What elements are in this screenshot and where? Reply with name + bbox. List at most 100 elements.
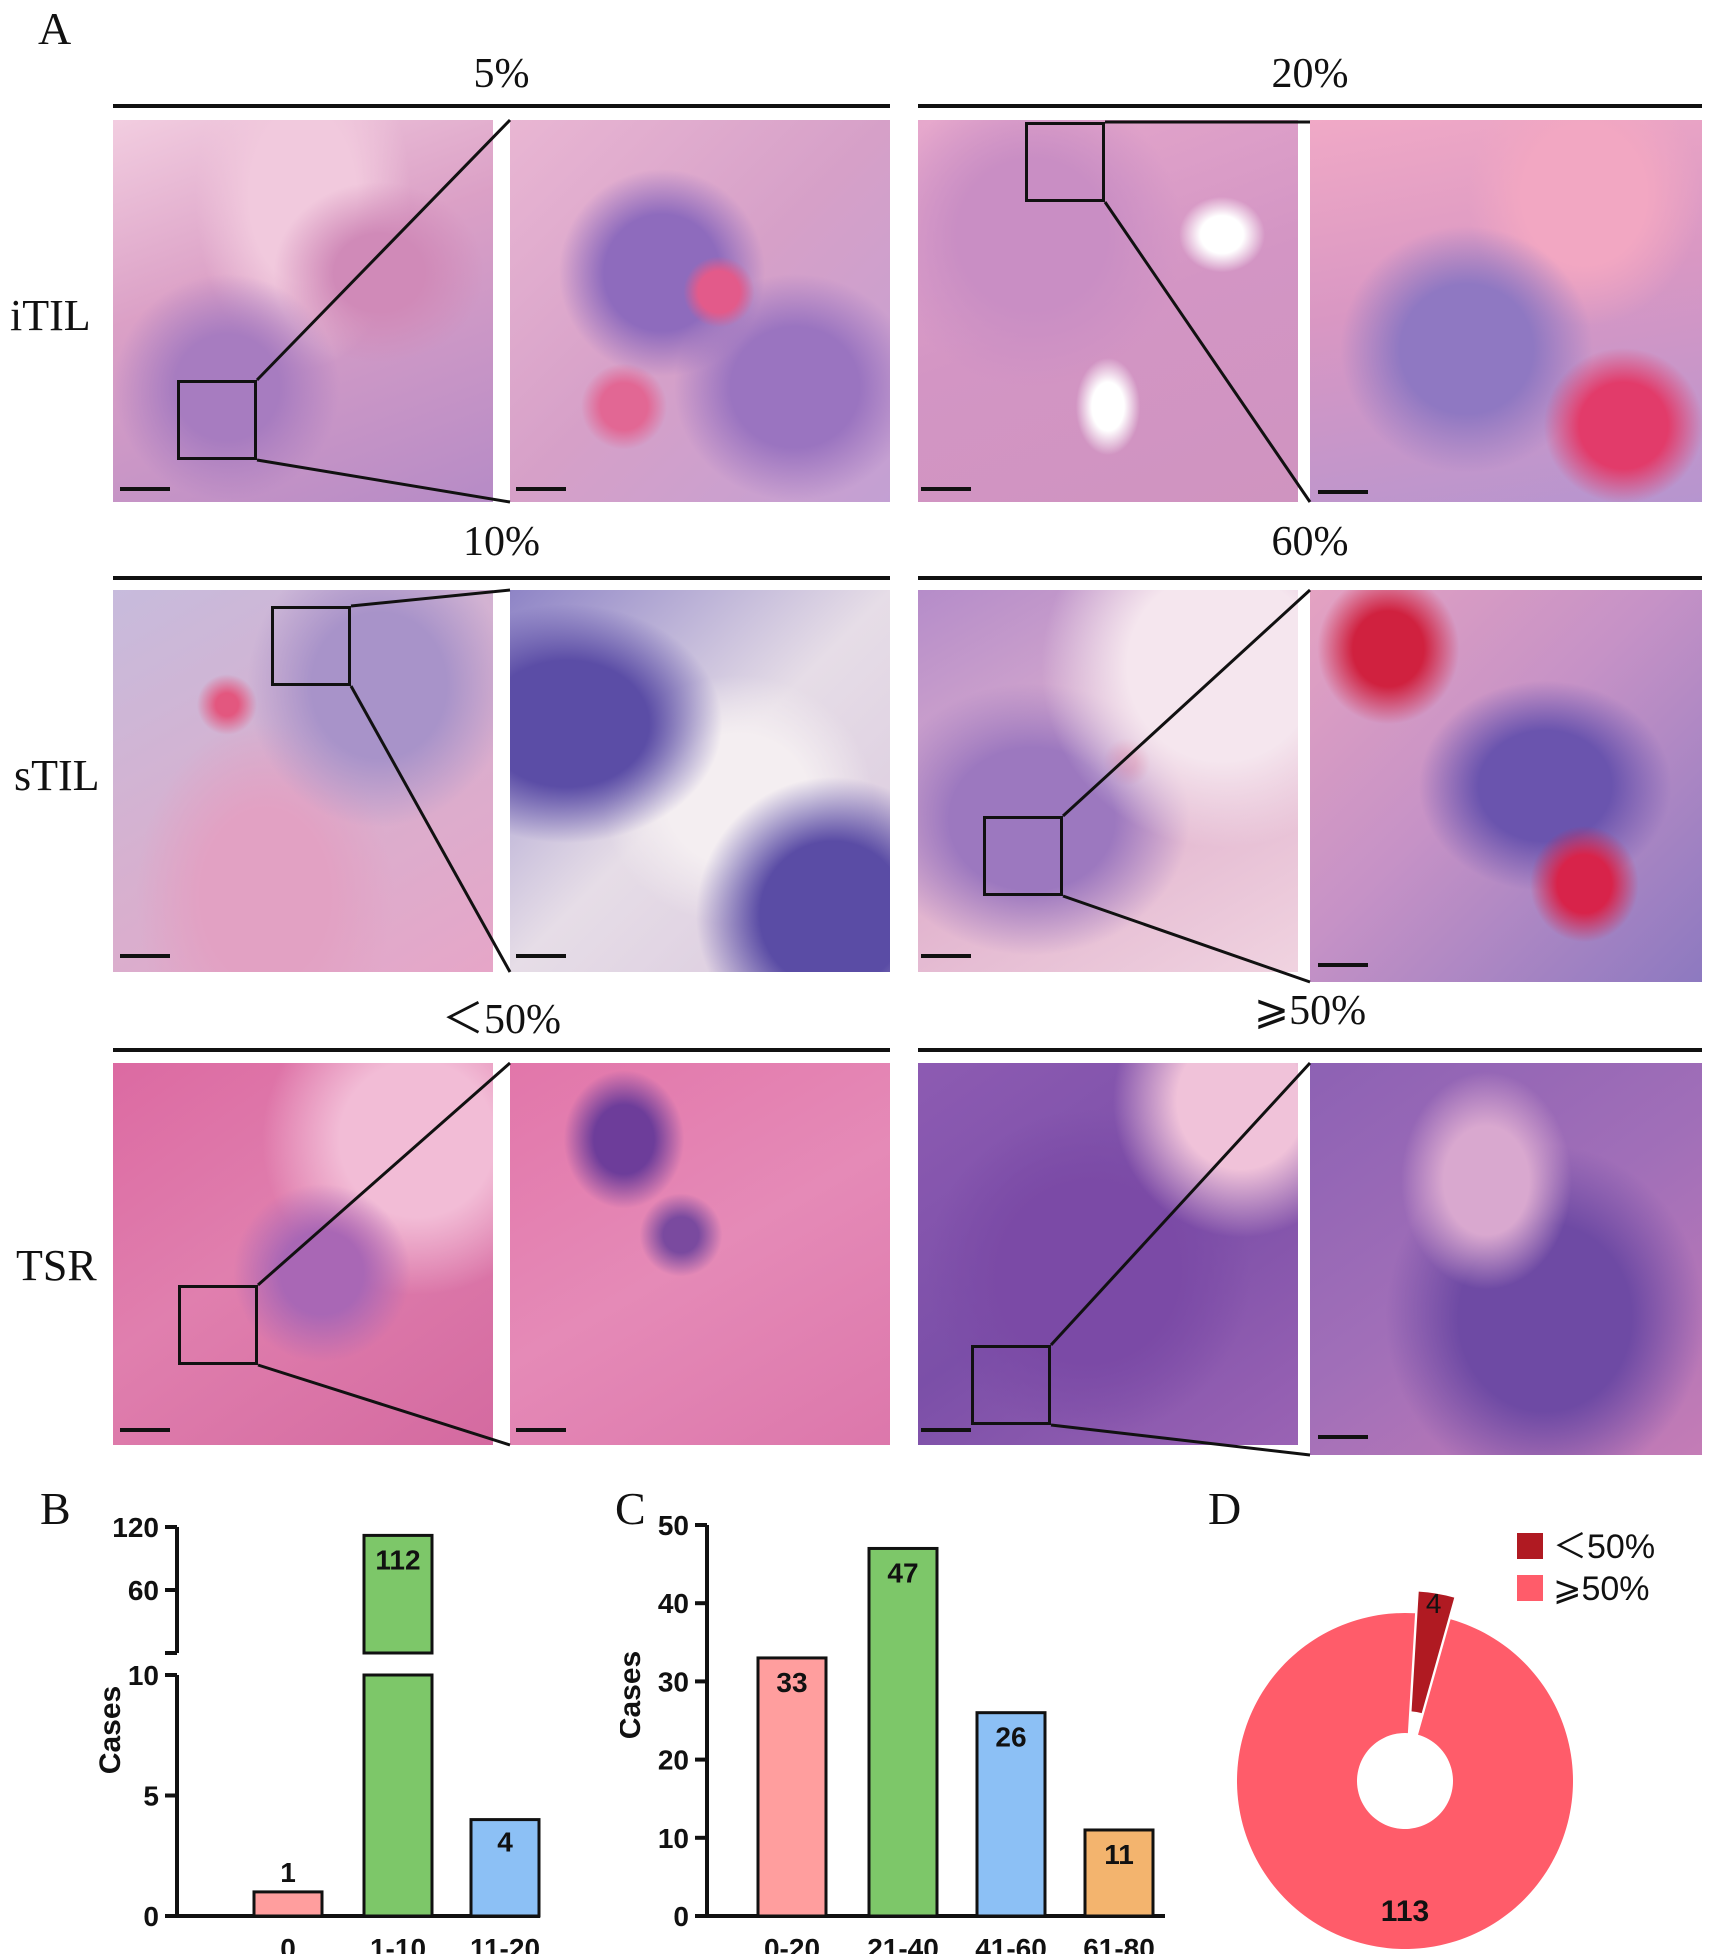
chart-c-y-tick-label: 0 [673, 1901, 689, 1932]
chart-c-y-tick-label: 50 [658, 1510, 689, 1541]
scale-bar [120, 954, 170, 958]
chart-c: Cases 0 10 20 30 40 50 33 0-20 47 21-40 26 41-60 11 6… [620, 1510, 1165, 1954]
scale-bar [921, 1428, 971, 1432]
pct-label-itil-right: 20% [1271, 51, 1349, 97]
zoom-connector-line [1050, 1423, 1311, 1457]
header-rule [918, 576, 1702, 580]
chart-c-data-label: 33 [776, 1667, 807, 1698]
histology-image-itil-20pct-zoom [1310, 120, 1702, 502]
scale-bar [921, 487, 971, 491]
chart-d-legend-swatch [1517, 1575, 1543, 1601]
chart-b-bar-lower-segment [362, 1673, 434, 1918]
chart-d-legend-label: ＜50% [1553, 1528, 1655, 1566]
chart-d-data-label: 4 [1426, 1588, 1442, 1619]
panel-c-letter: C [615, 1483, 646, 1534]
row-label-itil: iTIL [10, 291, 91, 340]
chart-d-data-label: 113 [1381, 1895, 1429, 1928]
header-rule [918, 1048, 1702, 1052]
zoom-connector-line [349, 685, 512, 973]
chart-b-x-tick-label: 1-10 [370, 1933, 426, 1954]
pct-label-stil-right: 60% [1271, 519, 1349, 565]
histology-image-tsr-ge50pct-overview [918, 1063, 1298, 1445]
scale-bar [516, 487, 566, 491]
zoom-connector-line [255, 118, 512, 382]
inset-box [178, 1285, 258, 1365]
header-rule [113, 104, 890, 108]
inset-box [1025, 122, 1105, 202]
chart-b-y-tick-label: 120 [112, 1512, 159, 1543]
chart-c-x-tick-label: 41-60 [975, 1933, 1047, 1954]
histology-image-stil-60pct-zoom [1310, 590, 1702, 982]
histology-image-itil-5pct-zoom [510, 120, 890, 502]
scale-bar [1318, 490, 1368, 494]
inset-box [983, 816, 1063, 896]
chart-b-y-tick-label: 10 [128, 1660, 159, 1691]
row-label-tsr: TSR [16, 1241, 97, 1290]
zoom-connector-line [1061, 588, 1312, 818]
pct-label-tsr-right: ⩾50% [1253, 988, 1367, 1034]
header-rule [918, 104, 1702, 108]
pct-label-itil-left: 5% [473, 51, 530, 97]
histology-image-stil-10pct-overview [113, 590, 493, 972]
chart-c-x-tick-label: 61-80 [1083, 1933, 1155, 1954]
chart-b-ylabel: Cases [94, 1686, 127, 1774]
inset-box [271, 606, 351, 686]
chart-d-slice [1411, 1591, 1455, 1714]
panel-d-letter: D [1208, 1483, 1242, 1534]
panel-b-letter: B [40, 1483, 71, 1534]
scale-bar [1318, 1435, 1368, 1439]
scale-bar [120, 487, 170, 491]
zoom-connector-line [1062, 894, 1311, 984]
histology-image-itil-20pct-overview [918, 120, 1298, 502]
scale-bar [921, 954, 971, 958]
chart-b-x-tick-label: 11-20 [470, 1933, 540, 1954]
scale-bar [1318, 963, 1368, 967]
zoom-connector-line [257, 1363, 511, 1447]
panel-a-letter: A [38, 3, 72, 54]
chart-c-data-label: 47 [887, 1557, 918, 1588]
chart-b-y-tick-label: 5 [143, 1781, 159, 1812]
chart-b-y-tick-label: 60 [128, 1575, 159, 1606]
chart-d: 4 113 ＜50% ⩾50% [1237, 1528, 1655, 1949]
scale-bar [516, 954, 566, 958]
row-label-stil: sTIL [14, 751, 100, 800]
chart-d-legend-swatch [1517, 1533, 1543, 1559]
zoom-connector-line [1103, 201, 1312, 503]
histology-image-stil-10pct-zoom [510, 590, 890, 972]
pct-label-tsr-left: ＜50% [442, 997, 561, 1043]
chart-c-x-tick-label: 21-40 [867, 1933, 939, 1954]
chart-c-data-label: 11 [1104, 1839, 1134, 1870]
chart-b-x-tick-label: 0 [280, 1933, 296, 1954]
chart-c-bar [867, 1546, 939, 1918]
chart-c-bar [756, 1656, 828, 1918]
chart-c-y-tick-label: 10 [658, 1823, 689, 1854]
histology-image-tsr-lt50pct-zoom [510, 1063, 890, 1445]
chart-b-bar [469, 1818, 541, 1918]
chart-b-data-label: 4 [497, 1827, 513, 1858]
histology-image-tsr-ge50pct-zoom [1310, 1063, 1702, 1455]
chart-b-data-label: 112 [375, 1544, 420, 1575]
chart-b-y-tick-label: 0 [143, 1901, 159, 1932]
histology-image-tsr-lt50pct-overview [113, 1063, 493, 1445]
chart-c-y-tick-label: 30 [658, 1666, 689, 1697]
zoom-connector-line [257, 1061, 511, 1287]
chart-c-y-tick-label: 40 [658, 1588, 689, 1619]
header-rule [113, 1048, 890, 1052]
inset-box [971, 1345, 1051, 1425]
zoom-connector-line [350, 588, 511, 608]
chart-b-data-label: 1 [280, 1857, 296, 1888]
chart-c-y-tick-label: 20 [658, 1745, 689, 1776]
chart-c-data-label: 26 [995, 1722, 1026, 1753]
chart-c-bar [1083, 1828, 1155, 1918]
chart-c-x-tick-label: 0-20 [764, 1933, 820, 1954]
inset-box [177, 380, 257, 460]
zoom-connector-line [256, 458, 511, 504]
chart-c-bar [975, 1711, 1047, 1918]
histology-image-stil-60pct-overview [918, 590, 1298, 972]
scale-bar [516, 1428, 566, 1432]
zoom-connector-line [1049, 1061, 1312, 1347]
chart-b-bar-upper-segment [362, 1533, 434, 1655]
chart-b-bar [252, 1890, 324, 1918]
